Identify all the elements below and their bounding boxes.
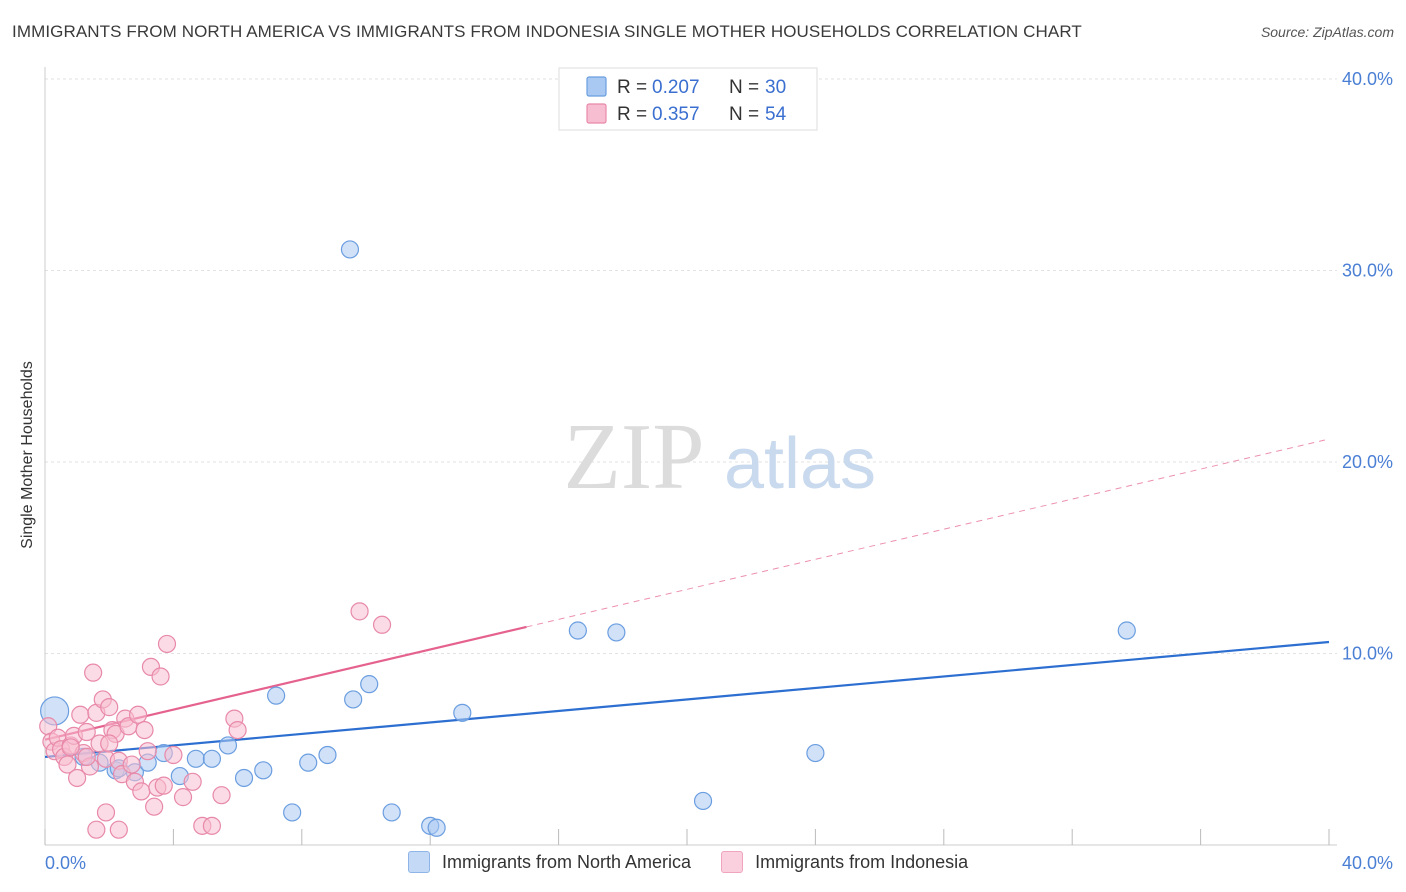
data-points bbox=[39, 240, 1136, 839]
point-series-0 bbox=[1117, 621, 1136, 640]
point-series-1 bbox=[228, 720, 247, 740]
stats-swatch bbox=[586, 103, 607, 124]
trend-line-series-0 bbox=[44, 640, 1330, 759]
point-series-0 bbox=[186, 749, 205, 768]
point-series-0 bbox=[607, 623, 626, 642]
chart-title: IMMIGRANTS FROM NORTH AMERICA VS IMMIGRA… bbox=[12, 22, 1082, 41]
point-series-0 bbox=[340, 240, 360, 259]
stats-r-value: 0.357 bbox=[652, 104, 700, 125]
stats-n-value: 54 bbox=[765, 104, 787, 125]
stats-r-label: R = bbox=[617, 77, 647, 98]
point-series-1 bbox=[202, 816, 222, 835]
stats-r-value: 0.207 bbox=[652, 77, 700, 98]
watermark: ZIP atlas bbox=[564, 405, 877, 509]
point-series-0 bbox=[218, 736, 238, 755]
point-series-1 bbox=[84, 663, 103, 682]
point-series-1 bbox=[77, 722, 96, 742]
point-series-1 bbox=[128, 705, 148, 724]
point-series-1 bbox=[154, 776, 173, 795]
stats-n-value: 30 bbox=[765, 77, 786, 98]
y-tick-label: 20.0% bbox=[1342, 452, 1393, 472]
point-series-1 bbox=[173, 788, 193, 807]
legend-label-north-america: Immigrants from North America bbox=[442, 851, 692, 872]
point-series-1 bbox=[212, 786, 231, 805]
point-series-1 bbox=[145, 797, 164, 816]
point-series-1 bbox=[138, 742, 157, 761]
point-series-1 bbox=[122, 755, 141, 774]
point-series-1 bbox=[77, 747, 96, 767]
stats-r-label: R = bbox=[617, 104, 647, 125]
point-series-1 bbox=[100, 734, 119, 753]
y-tick-label: 10.0% bbox=[1342, 644, 1393, 664]
point-series-1 bbox=[96, 803, 116, 822]
legend-swatch-north-america bbox=[408, 851, 430, 873]
point-series-0 bbox=[254, 761, 273, 780]
point-series-1 bbox=[61, 738, 80, 757]
legend-item-indonesia[interactable]: Immigrants from Indonesia bbox=[721, 851, 968, 873]
stats-n-label: N = bbox=[729, 77, 759, 98]
grid-lines bbox=[45, 78, 1337, 654]
point-series-1 bbox=[183, 772, 202, 791]
watermark-zip: ZIP bbox=[564, 405, 705, 509]
point-series-0 bbox=[693, 791, 713, 811]
point-series-1 bbox=[157, 634, 177, 654]
stats-n-label: N = bbox=[729, 104, 759, 125]
source-label: Source: ZipAtlas.com bbox=[1260, 24, 1394, 40]
point-series-0 bbox=[427, 818, 446, 837]
tick-labels: 10.0% 20.0% 30.0% 40.0% 0.0% 40.0% bbox=[45, 69, 1393, 873]
stats-legend: R = 0.207 N = 30 R = 0.357 N = 54 bbox=[558, 67, 818, 131]
trend-extension-series-1 bbox=[526, 438, 1330, 628]
point-series-1 bbox=[87, 820, 106, 839]
point-series-0 bbox=[453, 703, 472, 722]
y-tick-label: 30.0% bbox=[1342, 261, 1393, 281]
point-series-1 bbox=[71, 705, 90, 724]
point-series-1 bbox=[109, 820, 128, 839]
point-series-1 bbox=[100, 698, 119, 717]
point-series-1 bbox=[164, 745, 183, 765]
legend-label-indonesia: Immigrants from Indonesia bbox=[755, 851, 969, 872]
point-series-1 bbox=[67, 768, 87, 788]
legend-swatch-indonesia bbox=[721, 851, 744, 873]
x-tick-label: 0.0% bbox=[45, 853, 86, 873]
point-series-0 bbox=[360, 675, 379, 694]
point-series-1 bbox=[372, 615, 392, 634]
point-series-1 bbox=[151, 667, 170, 686]
legend-item-north-america[interactable]: Immigrants from North America bbox=[408, 851, 691, 873]
point-series-0 bbox=[234, 768, 254, 788]
point-series-0 bbox=[283, 803, 302, 822]
point-series-0 bbox=[318, 745, 337, 765]
point-series-1 bbox=[132, 782, 151, 801]
watermark-atlas: atlas bbox=[724, 424, 876, 504]
point-series-0 bbox=[202, 749, 222, 768]
series-legend: Immigrants from North America Immigrants… bbox=[408, 851, 998, 873]
point-series-1 bbox=[350, 602, 369, 621]
y-tick-label: 40.0% bbox=[1342, 69, 1393, 89]
point-series-0 bbox=[344, 690, 363, 709]
point-series-0 bbox=[382, 803, 401, 822]
stats-swatch bbox=[586, 76, 607, 97]
x-tick-label: 40.0% bbox=[1342, 853, 1393, 873]
point-series-1 bbox=[135, 720, 154, 740]
point-series-0 bbox=[806, 743, 825, 763]
point-series-0 bbox=[267, 686, 286, 705]
point-series-0 bbox=[568, 621, 587, 640]
point-series-1 bbox=[58, 755, 77, 774]
point-series-0 bbox=[299, 753, 318, 772]
